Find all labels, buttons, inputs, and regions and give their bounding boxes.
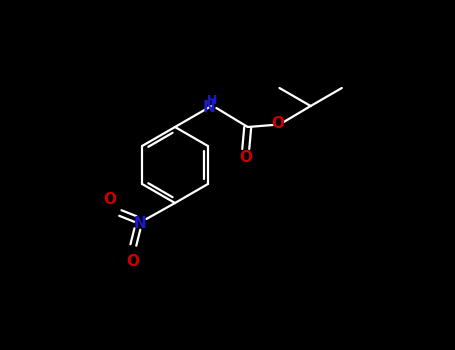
- Text: O: O: [103, 193, 116, 208]
- Text: N: N: [134, 216, 147, 231]
- Text: O: O: [271, 117, 284, 132]
- Text: N: N: [203, 99, 216, 114]
- Text: H: H: [207, 93, 217, 106]
- Text: O: O: [239, 150, 252, 166]
- Text: O: O: [126, 254, 139, 270]
